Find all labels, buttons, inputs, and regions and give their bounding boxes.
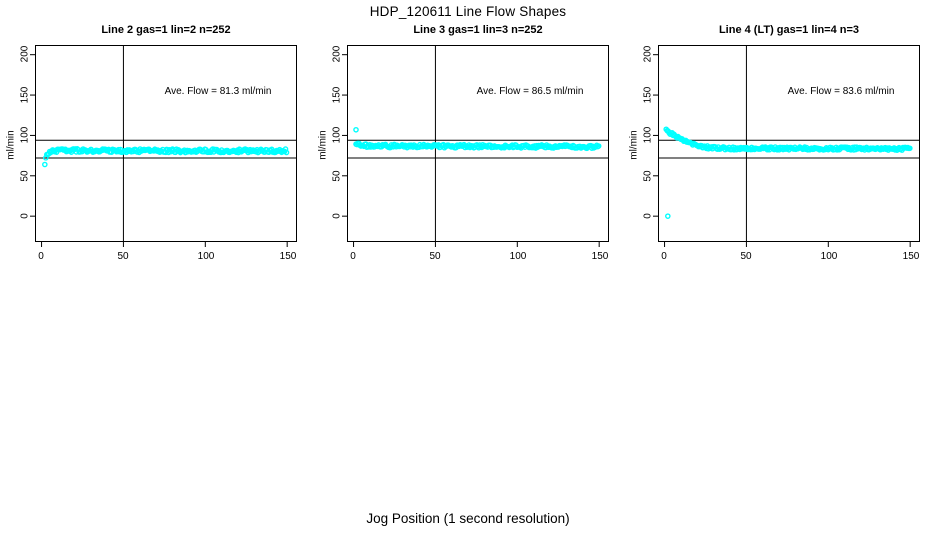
- scatter-plot: [653, 45, 920, 247]
- x-tick-label: 50: [429, 251, 441, 262]
- y-tick-label: 150: [19, 86, 31, 103]
- panel-line4: Line 4 (LT) gas=1 lin=4 n=3 0 50 100 150…: [623, 22, 936, 292]
- x-tick-label: 150: [902, 251, 920, 262]
- y-tick-label: 0: [331, 213, 343, 219]
- y-axis-label: ml/min: [628, 130, 640, 160]
- data-point: [907, 145, 913, 152]
- x-tick-label: 100: [197, 251, 215, 262]
- scatter-plot: [30, 45, 297, 247]
- y-tick-label: 150: [642, 86, 654, 103]
- y-tick-label: 50: [19, 169, 31, 182]
- x-tick-label: 100: [820, 251, 838, 262]
- x-tick-label: 50: [117, 251, 129, 262]
- panel-line2: Line 2 gas=1 lin=2 n=252 0 50 100 150 20…: [0, 22, 336, 292]
- x-tick-label: 150: [591, 251, 609, 262]
- scatter-plot: [342, 45, 609, 247]
- data-point: [353, 126, 359, 133]
- ave-flow-annotation: Ave. Flow = 86.5 ml/min: [476, 86, 584, 97]
- y-tick-label: 100: [642, 126, 654, 144]
- y-axis-label: ml/min: [5, 130, 17, 160]
- y-tick-label: 200: [331, 45, 343, 63]
- y-tick-label: 150: [331, 86, 343, 103]
- x-tick-label: 150: [279, 251, 297, 262]
- y-tick-label: 200: [19, 45, 31, 63]
- ave-flow-annotation: Ave. Flow = 81.3 ml/min: [164, 86, 272, 97]
- x-tick-label: 0: [38, 251, 44, 262]
- y-axis-label: ml/min: [317, 130, 329, 160]
- x-tick-label: 100: [509, 251, 527, 262]
- x-tick-label: 0: [350, 251, 356, 262]
- y-tick-label: 100: [19, 126, 31, 144]
- plot-box: [658, 45, 920, 242]
- y-tick-label: 0: [642, 213, 654, 219]
- data-point: [595, 143, 602, 149]
- x-axis-label: Jog Position (1 second resolution): [366, 511, 570, 526]
- y-tick-label: 50: [331, 169, 343, 182]
- x-tick-label: 0: [661, 251, 667, 262]
- panel-title: Line 2 gas=1 lin=2 n=252: [101, 24, 231, 36]
- main-title: HDP_120611 Line Flow Shapes: [369, 4, 567, 19]
- y-tick-label: 200: [642, 45, 654, 63]
- panel-line3: Line 3 gas=1 lin=3 n=252 0 50 100 150 20…: [312, 22, 648, 292]
- data-point: [283, 149, 290, 156]
- y-tick-label: 100: [331, 126, 343, 144]
- data-point: [665, 213, 671, 219]
- y-tick-label: 0: [19, 213, 31, 219]
- panel-title: Line 4 (LT) gas=1 lin=4 n=3: [718, 24, 860, 36]
- data-point: [42, 161, 48, 168]
- plot-box: [347, 45, 609, 242]
- plot-box: [35, 45, 297, 242]
- panel-title: Line 3 gas=1 lin=3 n=252: [413, 24, 543, 36]
- x-tick-label: 50: [740, 251, 752, 262]
- ave-flow-annotation: Ave. Flow = 83.6 ml/min: [787, 86, 895, 97]
- data-point: [72, 146, 79, 152]
- y-tick-label: 50: [642, 169, 654, 182]
